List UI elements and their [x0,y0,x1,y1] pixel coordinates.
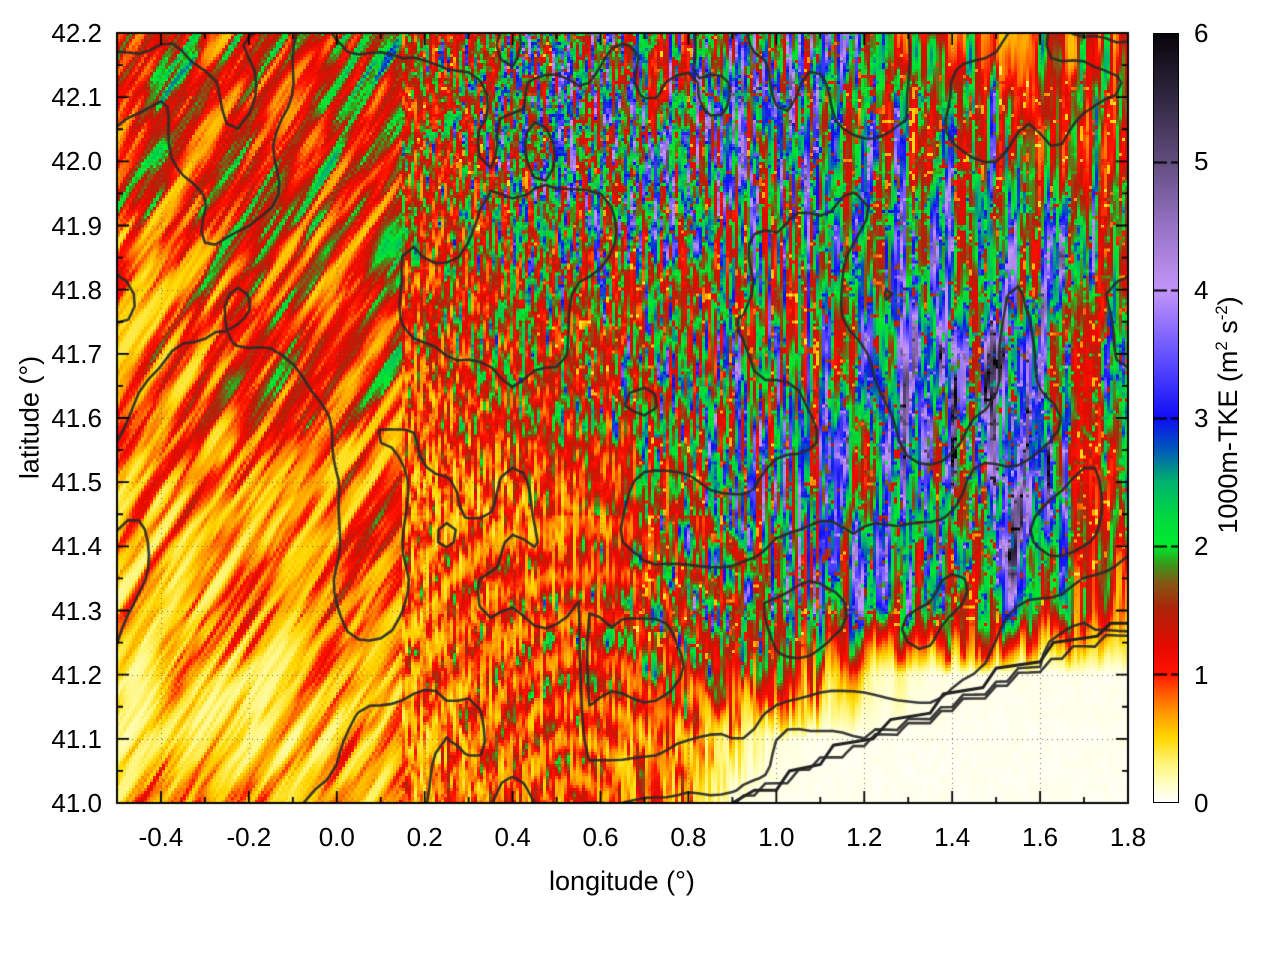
x-axis-title: longitude (°) [549,866,695,896]
x-tick-label: -0.2 [226,822,272,852]
colorbar-title: 1000m-TKE (m2 s-2) [1212,165,1244,665]
colorbar-tick-label: 5 [1194,146,1209,177]
x-tick-label: 0.0 [318,822,355,852]
x-tick-label: 1.4 [934,822,971,852]
x-tick-label: 1.8 [1109,822,1147,852]
colorbar-title-sup1: 2 [1212,341,1231,351]
y-tick-label: 41.5 [51,467,102,498]
y-tick-label: 41.6 [51,403,102,433]
x-tick-label: 0.4 [494,822,531,852]
colorbar-tick-label: 4 [1194,274,1209,305]
x-tick-label: 1.6 [1022,822,1059,852]
x-tick-label: 0.6 [582,822,619,852]
x-tick-label: 0.8 [670,822,707,852]
y-tick-label: 41.7 [51,338,102,369]
colorbar-gradient-canvas [1154,34,1178,802]
colorbar-tick-label: 2 [1194,531,1209,562]
colorbar-title-text: ) [1213,296,1243,306]
y-tick-label: 41.8 [51,274,102,305]
colorbar-tick-label: 3 [1194,403,1209,433]
y-tick-label: 42.0 [51,146,102,177]
x-tick-label: 0.2 [406,822,443,852]
y-tick-label: 41.4 [51,531,102,562]
colorbar-title-sup2: -2 [1212,305,1231,321]
y-tick-label: 42.1 [51,82,102,113]
y-tick-label: 42.2 [51,18,102,48]
colorbar-tick-label: 0 [1194,788,1209,818]
y-tick-label: 41.9 [51,210,102,241]
colorbar-title-text: 1000m-TKE (m [1213,350,1243,534]
y-tick-label: 41.2 [51,659,102,690]
y-tick-label: 41.1 [51,723,102,754]
x-tick-label: -0.4 [138,822,184,852]
colorbar [1153,33,1179,803]
x-tick-label: 1.0 [758,822,795,852]
x-tick-label: 1.2 [846,822,883,852]
y-tick-label: 41.0 [51,788,102,818]
y-tick-label: 41.3 [51,595,102,626]
colorbar-tick-label: 6 [1194,18,1209,48]
colorbar-title-text: s [1213,320,1243,342]
colorbar-tick-label: 1 [1194,659,1209,690]
